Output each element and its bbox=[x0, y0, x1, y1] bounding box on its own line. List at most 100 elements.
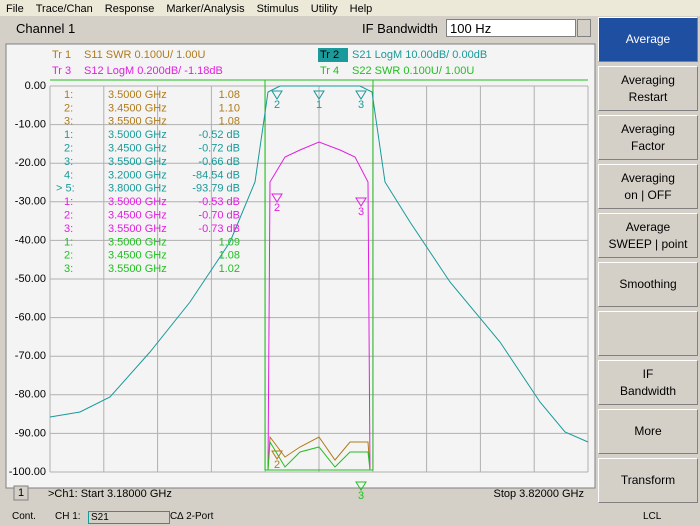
menu-item[interactable]: Marker/Analysis bbox=[166, 3, 245, 15]
marker-freq: 3.5000 GHz bbox=[108, 89, 167, 101]
softkey-label: on | OFF bbox=[624, 187, 672, 202]
menu-item[interactable]: Response bbox=[104, 3, 155, 15]
plot-panel: 0.00 -10.00 -20.00 -30.00 -40.00 -50.00 -60.00… bbox=[5, 43, 596, 502]
softkey[interactable]: More bbox=[598, 409, 698, 454]
y-label: -40.00 bbox=[15, 234, 46, 246]
status-bar: Cont. CH 1: S21 C∆ 2-Port LCL bbox=[0, 508, 700, 526]
marker-flag: 3 bbox=[358, 206, 364, 218]
marker-value: 1.08 bbox=[219, 116, 240, 128]
marker-id: 2: bbox=[64, 143, 73, 155]
softkey-label: Restart bbox=[628, 89, 668, 104]
marker-id: 2: bbox=[64, 210, 73, 222]
marker-freq: 3.5000 GHz bbox=[108, 236, 167, 248]
softkey-label: Average bbox=[625, 219, 671, 234]
marker-id: 1: bbox=[64, 236, 73, 248]
trace-id: Tr 3 bbox=[52, 65, 71, 77]
marker-flag: 1 bbox=[316, 99, 322, 111]
if-bw-label: IF Bandwidth bbox=[362, 21, 438, 36]
softkey-label: Average bbox=[625, 32, 671, 46]
y-label: -10.00 bbox=[15, 119, 46, 131]
status-item: S21 bbox=[88, 511, 170, 524]
menu-item[interactable]: Utility bbox=[310, 3, 338, 15]
softkey[interactable] bbox=[598, 311, 698, 356]
marker-freq: 3.2000 GHz bbox=[108, 169, 167, 181]
marker-flag: 2 bbox=[274, 99, 280, 111]
marker-freq: 3.5500 GHz bbox=[108, 116, 167, 128]
marker-freq: 3.4500 GHz bbox=[108, 143, 167, 155]
marker-value: -0.52 dB bbox=[198, 129, 240, 141]
marker-flag: 2 bbox=[274, 202, 280, 214]
s11-trace bbox=[267, 435, 371, 471]
softkey-label: IF bbox=[642, 366, 654, 381]
trace-id: Tr 1 bbox=[52, 49, 71, 61]
status-item: C∆ 2-Port bbox=[170, 511, 214, 522]
start-label: >Ch1: Start 3.18000 GHz bbox=[48, 488, 172, 500]
y-label: -80.00 bbox=[15, 389, 46, 401]
softkey-label: Averaging bbox=[621, 72, 675, 87]
menu-item[interactable]: Trace/Chan bbox=[35, 3, 93, 15]
softkey[interactable]: Averaging Restart bbox=[598, 66, 698, 111]
spin-button[interactable] bbox=[577, 19, 591, 37]
softkey[interactable]: Averaging on | OFF bbox=[598, 164, 698, 209]
y-label: -70.00 bbox=[15, 350, 46, 362]
softkey[interactable]: Smoothing bbox=[598, 262, 698, 307]
channel-header: Channel 1 IF Bandwidth 100 Hz bbox=[0, 17, 596, 41]
marker-freq: 3.8000 GHz bbox=[108, 183, 167, 195]
marker-triangle bbox=[271, 193, 283, 203]
softkey[interactable]: IF Bandwidth bbox=[598, 360, 698, 405]
marker-triangle bbox=[271, 450, 283, 460]
softkey[interactable]: Transform bbox=[598, 458, 698, 503]
marker-id: 1: bbox=[64, 89, 73, 101]
marker-value: -84.54 dB bbox=[192, 169, 240, 181]
softkey-label: Smoothing bbox=[619, 277, 677, 291]
channel-num: 1 bbox=[18, 487, 24, 499]
marker-value: 1.02 bbox=[219, 263, 240, 275]
y-label: -30.00 bbox=[15, 196, 46, 208]
softkey-label: More bbox=[634, 424, 662, 438]
marker-flag: 2 bbox=[274, 459, 280, 471]
marker-id: 3: bbox=[64, 116, 73, 128]
softkey-label: Factor bbox=[630, 138, 665, 153]
marker-freq: 3.4500 GHz bbox=[108, 250, 167, 262]
marker-freq: 3.5500 GHz bbox=[108, 156, 167, 168]
marker-value: -93.79 dB bbox=[192, 183, 240, 195]
trace-id: Tr 2 bbox=[320, 49, 339, 61]
status-item: Cont. bbox=[12, 511, 36, 522]
status-item: CH 1: bbox=[55, 511, 81, 522]
y-label: -60.00 bbox=[15, 312, 46, 324]
trace-desc: S21 LogM 10.00dB/ 0.00dB bbox=[352, 49, 487, 61]
marker-value: 1.09 bbox=[219, 236, 240, 248]
marker-id: 2: bbox=[64, 102, 73, 114]
marker-freq: 3.5000 GHz bbox=[108, 196, 167, 208]
softkey-label: Bandwidth bbox=[619, 383, 677, 398]
trace-id: Tr 4 bbox=[320, 65, 339, 77]
status-item: LCL bbox=[643, 511, 662, 522]
marker-value: -0.70 dB bbox=[198, 210, 240, 222]
marker-id: 1: bbox=[64, 129, 73, 141]
passband-edge bbox=[264, 80, 374, 471]
menu-item[interactable]: Stimulus bbox=[256, 3, 299, 15]
marker-id: 3: bbox=[64, 223, 73, 235]
softkey[interactable]: Average SWEEP | point bbox=[598, 213, 698, 258]
marker-value: -0.66 dB bbox=[198, 156, 240, 168]
marker-triangle bbox=[355, 197, 367, 207]
softkey-label: SWEEP | point bbox=[608, 236, 688, 251]
trace-desc: S11 SWR 0.100U/ 1.00U bbox=[84, 49, 206, 61]
softkey[interactable]: Average bbox=[598, 17, 698, 62]
softkey[interactable]: Averaging Factor bbox=[598, 115, 698, 160]
marker-value: 1.08 bbox=[219, 89, 240, 101]
if-bw-input[interactable]: 100 Hz bbox=[446, 19, 576, 37]
menu-item[interactable]: File bbox=[6, 3, 24, 15]
softkey-label: Transform bbox=[620, 473, 676, 487]
channel-box bbox=[13, 485, 29, 501]
marker-value: 1.08 bbox=[219, 250, 240, 262]
marker-freq: 3.5500 GHz bbox=[108, 223, 167, 235]
marker-value: -0.53 dB bbox=[198, 196, 240, 208]
menu-item[interactable]: Help bbox=[349, 3, 373, 15]
y-label: -50.00 bbox=[15, 273, 46, 285]
s12-trace bbox=[267, 141, 371, 471]
marker-id: 4: bbox=[64, 169, 73, 181]
menu-bar: File Trace/Chan Response Marker/Analysis Sti… bbox=[0, 0, 700, 16]
softkey-label: Averaging bbox=[621, 170, 675, 185]
y-label: 0.00 bbox=[25, 80, 46, 92]
